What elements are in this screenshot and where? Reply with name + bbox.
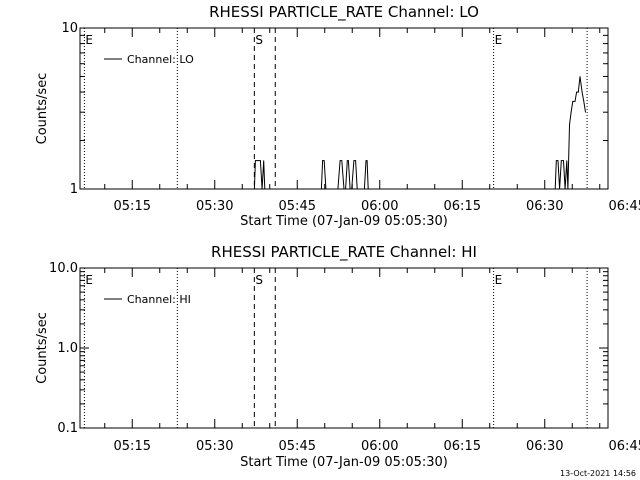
data-point [341, 160, 343, 162]
x-tick-label: 05:30 [196, 199, 233, 214]
data-point [574, 101, 576, 102]
data-point [348, 160, 349, 162]
event-marker-label: E [85, 33, 93, 47]
data-point [256, 160, 257, 162]
chart-panel-1: RHESSI PARTICLE_RATE Channel: LO Counts/s… [35, 3, 640, 229]
x-axis-label: Start Time (07-Jan-09 05:05:30) [240, 214, 448, 229]
x-axis-label: Start Time (07-Jan-09 05:05:30) [240, 455, 448, 470]
data-point [560, 160, 562, 162]
plot-frame [79, 267, 609, 429]
data-point [579, 76, 581, 77]
data-point [572, 101, 574, 102]
data-point [355, 160, 356, 162]
data-point [322, 160, 323, 162]
x-tick-label: 06:15 [444, 199, 481, 214]
data-point [363, 188, 365, 190]
data-point [343, 188, 345, 190]
data-point [583, 101, 585, 102]
data-point [264, 188, 266, 190]
y-tick-label: 10.0 [49, 261, 78, 276]
data-point [339, 160, 341, 162]
data-point [260, 160, 261, 162]
data-point [327, 188, 328, 190]
x-tick-label: 06:45 [609, 199, 640, 214]
data-point [554, 188, 556, 190]
x-tick-label: 06:30 [526, 439, 563, 454]
data-point [366, 160, 368, 162]
data-point [353, 160, 355, 162]
data-point [555, 160, 557, 162]
data-point [335, 188, 337, 190]
data-point [569, 124, 570, 126]
data-point [345, 188, 347, 190]
data-point [365, 160, 367, 162]
data-point [570, 111, 572, 113]
data-point [563, 160, 564, 162]
data-point [566, 160, 568, 162]
data-point [564, 188, 566, 190]
legend-entry: Channel: HI [127, 293, 191, 306]
x-tick-label: 06:30 [526, 199, 563, 214]
data-point [321, 188, 322, 190]
x-tick-label: 05:45 [279, 199, 316, 214]
data-point [346, 160, 348, 162]
event-marker-label: S [255, 273, 263, 287]
data-point [330, 188, 332, 190]
data-point [328, 188, 330, 190]
data-point [559, 188, 560, 190]
y-tick-label: 1.0 [57, 341, 78, 356]
data-point [367, 188, 369, 190]
footer-timestamp: 13-Oct-2021 14:56 [560, 469, 636, 478]
data-point [337, 188, 339, 190]
event-marker-label: S [255, 33, 263, 47]
event-marker-label: E [495, 273, 503, 287]
x-tick-label: 05:15 [114, 199, 151, 214]
data-point [255, 160, 256, 162]
data-point [360, 188, 361, 190]
data-point [351, 188, 353, 190]
x-tick-label: 06:00 [361, 199, 398, 214]
x-tick-label: 05:45 [279, 439, 316, 454]
x-tick-label: 06:00 [361, 439, 398, 454]
series-line-Channel: LO [253, 76, 586, 189]
data-point [362, 188, 364, 190]
data-point [567, 188, 569, 190]
data-point [325, 188, 327, 190]
x-tick-label: 05:30 [196, 439, 233, 454]
y-axis-label: Counts/sec [35, 312, 50, 384]
chart-title: RHESSI PARTICLE_RATE Channel: HI [211, 243, 477, 262]
x-tick-label: 06:15 [444, 439, 481, 454]
y-tick-label: 1 [70, 182, 78, 197]
data-point [356, 188, 358, 190]
data-point [261, 188, 263, 190]
data-point [581, 91, 583, 93]
y-axis-label: Counts/sec [35, 73, 50, 145]
data-point [576, 91, 578, 93]
data-point [585, 111, 586, 113]
data-point [257, 160, 259, 162]
event-marker-label: E [495, 33, 503, 47]
legend-entry: Channel: LO [127, 53, 194, 66]
data-point [263, 160, 265, 162]
y-tick-label: 10 [61, 21, 78, 36]
data-point [358, 188, 360, 190]
event-marker-label: E [85, 273, 93, 287]
data-point [334, 188, 336, 190]
data-point [577, 91, 579, 93]
y-tick-label: 0.1 [57, 421, 78, 436]
data-point [323, 160, 325, 162]
data-point [332, 188, 334, 190]
x-tick-label: 05:15 [114, 439, 151, 454]
x-tick-label: 06:45 [609, 439, 640, 454]
data-point [557, 160, 559, 162]
chart-title: RHESSI PARTICLE_RATE Channel: LO [209, 3, 479, 22]
data-point [349, 188, 351, 190]
chart-panel-2: RHESSI PARTICLE_RATE Channel: HI Counts/s… [35, 243, 640, 470]
data-point [253, 188, 255, 190]
